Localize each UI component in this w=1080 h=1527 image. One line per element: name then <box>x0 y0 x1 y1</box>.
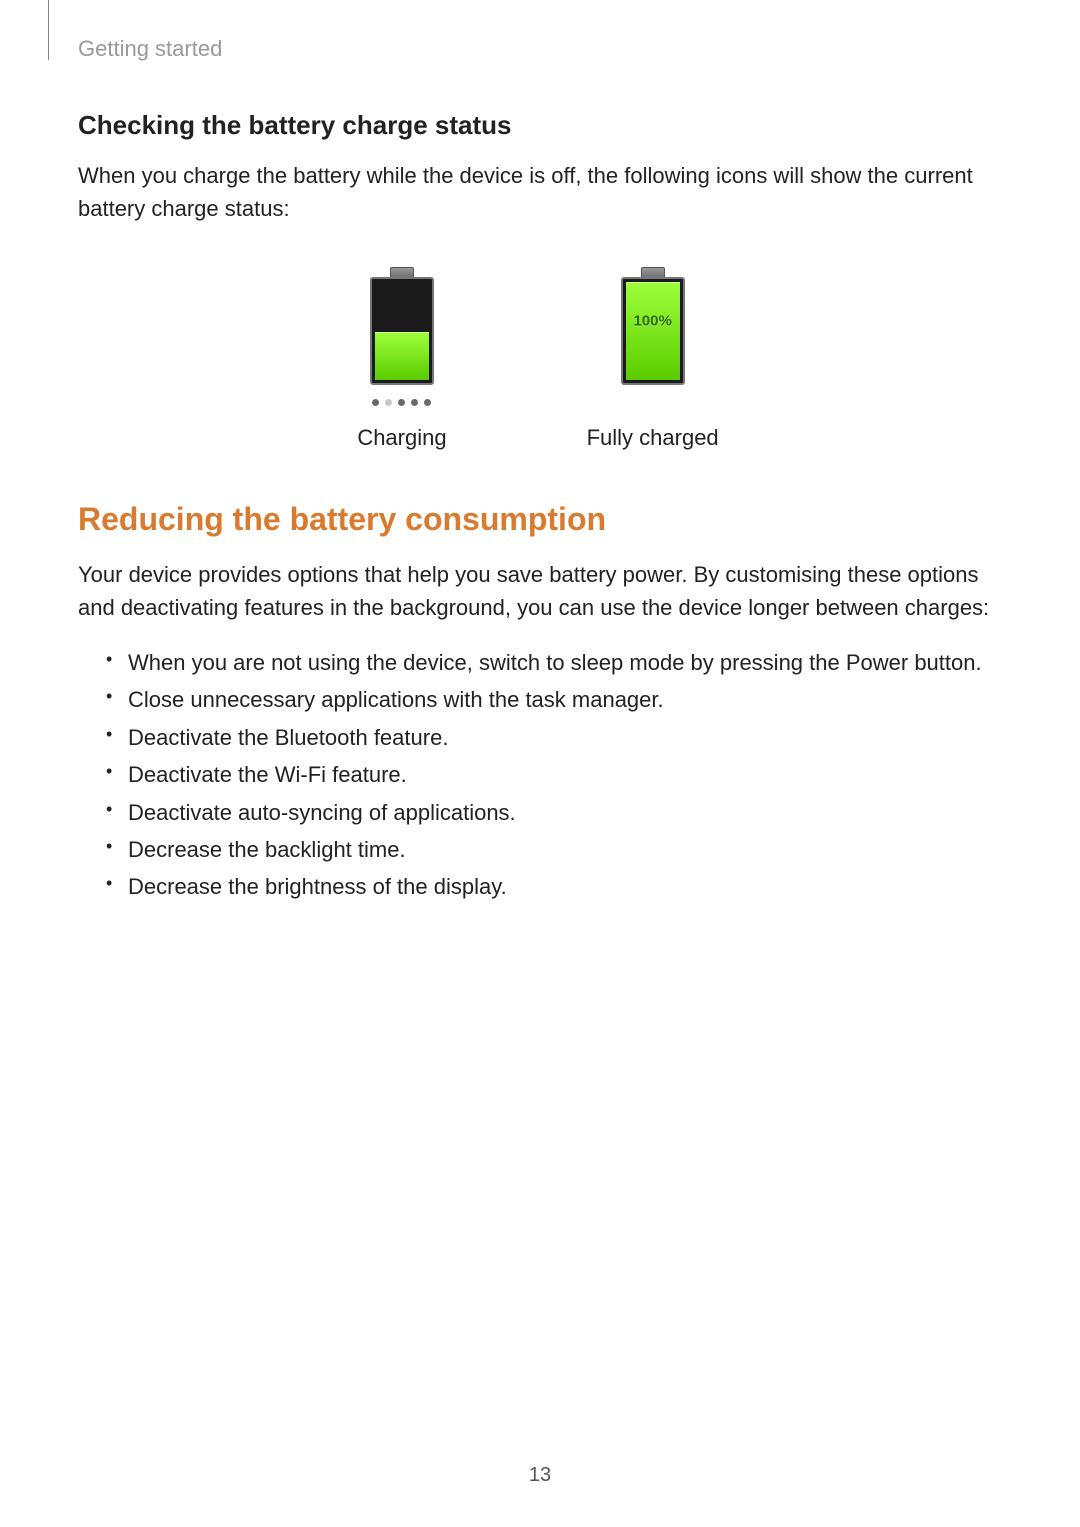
list-item: Decrease the brightness of the display. <box>102 868 998 905</box>
list-item: Close unnecessary applications with the … <box>102 681 998 718</box>
header-side-line <box>48 0 49 60</box>
battery-fill-partial <box>375 332 429 380</box>
section-heading-reducing-consumption: Reducing the battery consumption <box>78 501 998 538</box>
page-content: Checking the battery charge status When … <box>78 110 998 906</box>
list-item: Deactivate auto-syncing of applications. <box>102 794 998 831</box>
battery-body <box>370 277 434 385</box>
dot <box>424 399 431 406</box>
battery-charging-icon <box>370 277 434 385</box>
list-item: Decrease the backlight time. <box>102 831 998 868</box>
dot <box>372 399 379 406</box>
tips-list: When you are not using the device, switc… <box>102 644 998 906</box>
battery-icons-row: Charging 100% Fully charged <box>78 245 998 451</box>
dot <box>385 399 392 406</box>
intro-text: When you charge the battery while the de… <box>78 159 998 225</box>
page-number: 13 <box>529 1464 551 1487</box>
battery-percent-text: 100% <box>633 312 671 329</box>
battery-charging-column: Charging <box>357 245 446 451</box>
list-item: Deactivate the Wi-Fi feature. <box>102 756 998 793</box>
charging-dots <box>372 399 431 413</box>
subheading-battery-status: Checking the battery charge status <box>78 110 998 141</box>
dot <box>411 399 418 406</box>
battery-charging-label: Charging <box>357 425 446 451</box>
dot <box>398 399 405 406</box>
section-intro-text: Your device provides options that help y… <box>78 558 998 624</box>
battery-fill-full <box>626 282 680 380</box>
breadcrumb: Getting started <box>78 36 222 62</box>
list-item: When you are not using the device, switc… <box>102 644 998 681</box>
battery-full-icon: 100% <box>621 277 685 385</box>
battery-charging-wrap <box>370 245 434 385</box>
list-item: Deactivate the Bluetooth feature. <box>102 719 998 756</box>
battery-full-column: 100% Fully charged <box>587 245 719 451</box>
battery-full-label: Fully charged <box>587 425 719 451</box>
battery-full-wrap: 100% <box>621 245 685 385</box>
battery-body: 100% <box>621 277 685 385</box>
